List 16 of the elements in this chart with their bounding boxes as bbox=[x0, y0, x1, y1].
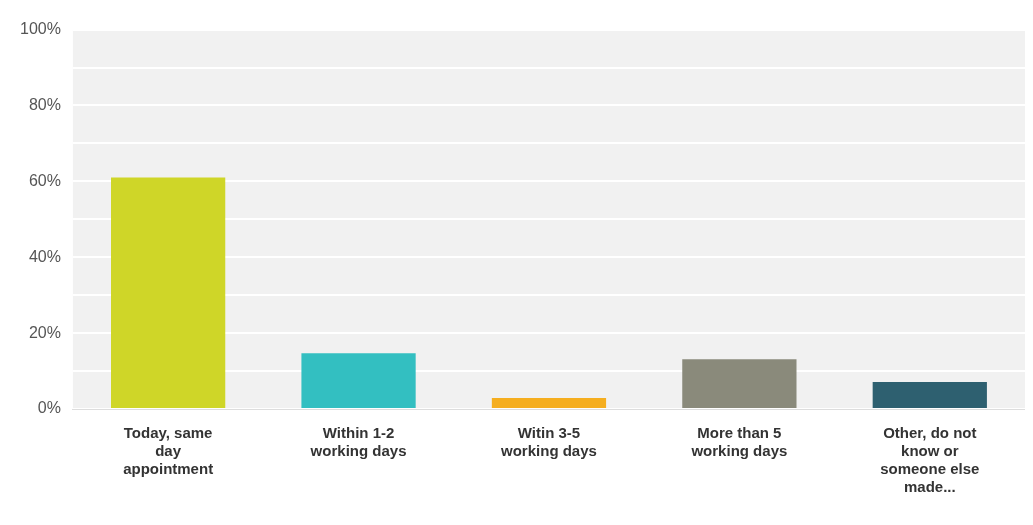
x-tick-label: Other, do not know or someone else made... bbox=[880, 424, 980, 496]
bar bbox=[682, 359, 797, 408]
y-tick-label: 0% bbox=[37, 399, 61, 417]
y-tick-label: 80% bbox=[28, 95, 61, 113]
y-tick-label: 40% bbox=[28, 247, 61, 265]
x-tick-label: Within 1-2 working days bbox=[309, 424, 407, 460]
x-tick-label: Today, same day appointment bbox=[123, 424, 214, 478]
y-tick-label: 60% bbox=[28, 171, 61, 189]
x-tick-label: More than 5 working days bbox=[690, 424, 788, 460]
bar bbox=[491, 398, 607, 408]
y-tick-label: 100% bbox=[20, 20, 61, 38]
bar bbox=[301, 353, 416, 408]
x-tick-label: Witin 3-5 working days bbox=[500, 424, 597, 460]
bar bbox=[872, 382, 987, 408]
bar bbox=[111, 177, 226, 408]
y-tick-label: 20% bbox=[28, 323, 61, 341]
